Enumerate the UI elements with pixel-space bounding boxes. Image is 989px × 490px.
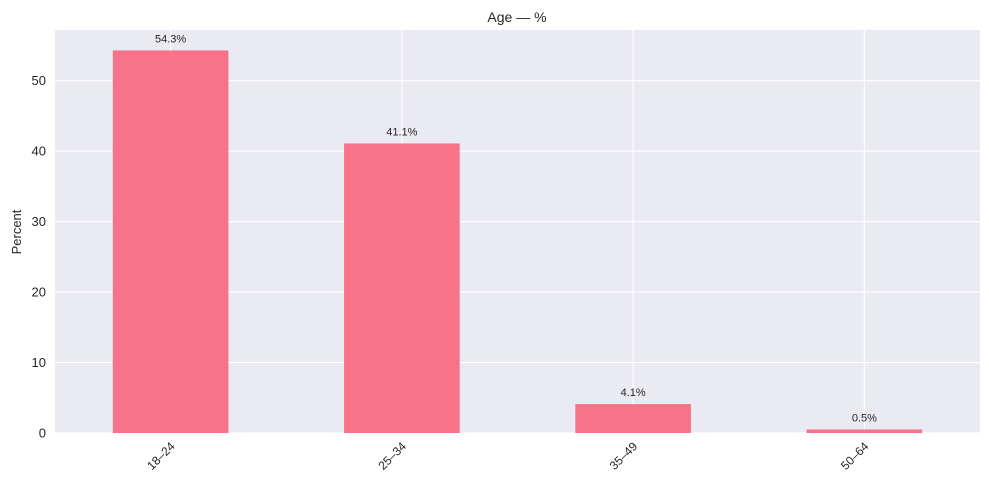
data-label: 4.1% [621, 387, 646, 399]
data-label: 0.5% [852, 412, 877, 424]
bar [806, 429, 923, 433]
y-axis-label: Percent [9, 209, 24, 254]
y-ticks: 0 10 20 30 40 50 [32, 73, 46, 440]
y-tick-label: 50 [32, 73, 46, 88]
bar [575, 404, 691, 433]
bars [112, 50, 923, 433]
y-tick-label: 40 [32, 144, 46, 159]
chart-title: Age — % [487, 9, 546, 25]
data-label: 41.1% [386, 126, 417, 138]
bar [344, 143, 460, 433]
y-tick-label: 30 [32, 214, 46, 229]
data-label: 54.3% [155, 33, 186, 45]
y-tick-label: 0 [39, 426, 46, 441]
x-tick-label: 50–64 [838, 439, 872, 473]
y-tick-label: 20 [32, 285, 46, 300]
y-tick-label: 10 [32, 355, 46, 370]
x-tick-label: 35–49 [607, 439, 641, 473]
x-tick-label: 18–24 [144, 439, 178, 473]
data-labels: 54.3% 41.1% 4.1% 0.5% [155, 33, 877, 424]
x-ticks: 18–24 25–34 35–49 50–64 [144, 439, 871, 473]
bar [112, 50, 229, 433]
x-tick-label: 25–34 [375, 439, 409, 473]
